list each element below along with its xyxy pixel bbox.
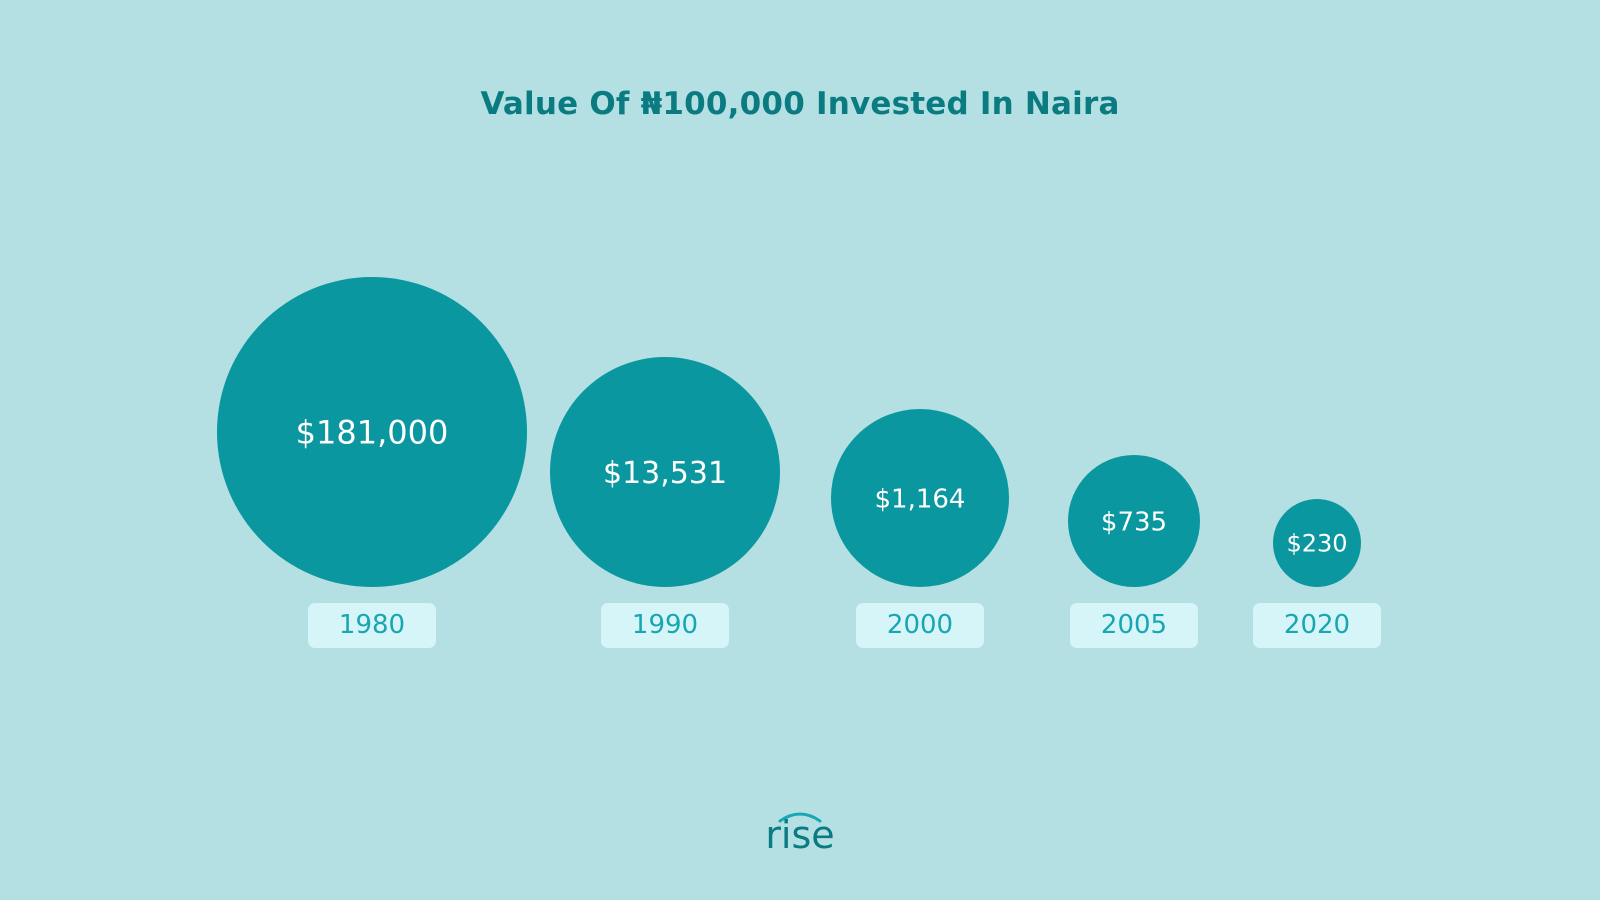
data-label-1990: $13,531 [603,456,727,491]
bubble-2005 [1068,455,1200,587]
chart-title: Value Of ₦100,000 Invested In Naira [480,86,1120,122]
bubble-2000 [831,409,1009,587]
year-label-1980: 1980 [308,603,436,648]
bubble-1980 [217,277,527,587]
year-label-2000: 2000 [856,603,984,648]
rise-logo: rise [760,805,840,865]
year-label-2005: 2005 [1070,603,1198,648]
year-label-1990: 1990 [601,603,729,648]
logo-text: rise [765,813,835,857]
logo-arc-icon [778,812,822,823]
data-label-1980: $181,000 [296,414,449,452]
bubble-2020 [1273,499,1361,587]
year-label-2020: 2020 [1253,603,1381,648]
bubble-1990 [550,357,780,587]
data-label-2005: $735 [1101,507,1167,537]
data-label-2020: $230 [1286,530,1347,558]
data-label-2000: $1,164 [875,484,966,514]
